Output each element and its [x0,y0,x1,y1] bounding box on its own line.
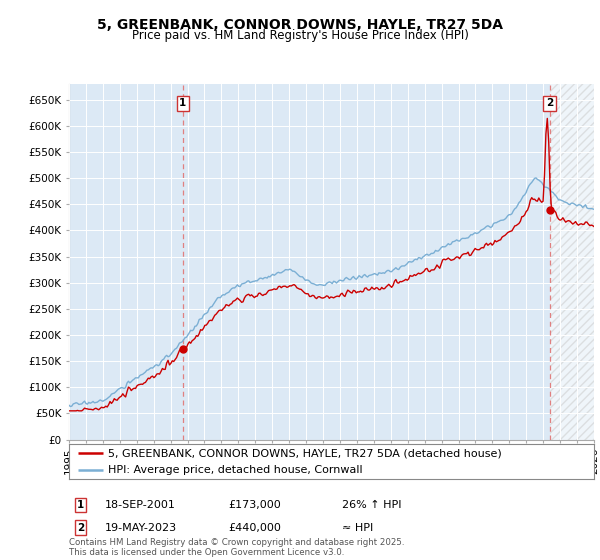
Text: £173,000: £173,000 [228,500,281,510]
Text: 5, GREENBANK, CONNOR DOWNS, HAYLE, TR27 5DA (detached house): 5, GREENBANK, CONNOR DOWNS, HAYLE, TR27 … [109,449,502,459]
Bar [550,84,594,440]
Text: £440,000: £440,000 [228,522,281,533]
Text: 19-MAY-2023: 19-MAY-2023 [105,522,177,533]
Bar [550,84,594,440]
Text: ≈ HPI: ≈ HPI [342,522,373,533]
Text: 1: 1 [179,98,187,108]
Text: 2: 2 [77,522,84,533]
Text: 26% ↑ HPI: 26% ↑ HPI [342,500,401,510]
Text: Contains HM Land Registry data © Crown copyright and database right 2025.
This d: Contains HM Land Registry data © Crown c… [69,538,404,557]
Text: HPI: Average price, detached house, Cornwall: HPI: Average price, detached house, Corn… [109,465,363,475]
Bar [550,84,594,440]
Text: Price paid vs. HM Land Registry's House Price Index (HPI): Price paid vs. HM Land Registry's House … [131,29,469,42]
Text: 5, GREENBANK, CONNOR DOWNS, HAYLE, TR27 5DA: 5, GREENBANK, CONNOR DOWNS, HAYLE, TR27 … [97,18,503,32]
Text: 18-SEP-2001: 18-SEP-2001 [105,500,176,510]
Text: 1: 1 [77,500,84,510]
Text: 2: 2 [546,98,553,108]
